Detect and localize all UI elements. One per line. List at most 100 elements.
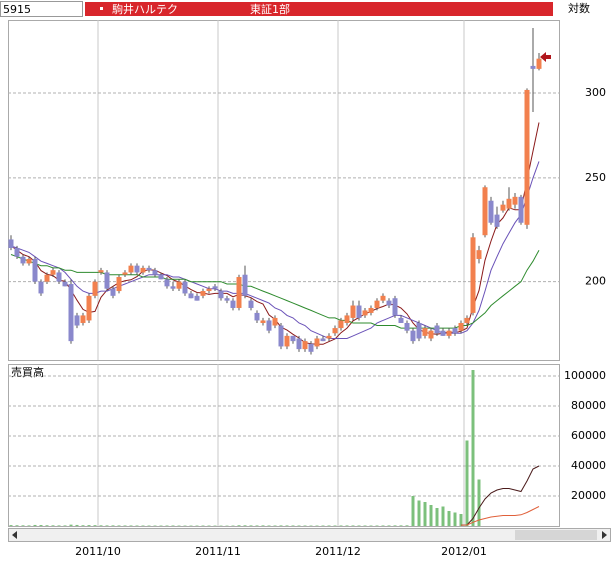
code-box bbox=[0, 1, 83, 17]
volume-bar bbox=[447, 511, 451, 526]
volume-bar bbox=[333, 525, 337, 526]
candle-body bbox=[392, 298, 398, 316]
stock-code: 5915 bbox=[3, 3, 31, 16]
y-tick-label: 20000 bbox=[571, 489, 606, 502]
volume-bar bbox=[285, 525, 289, 526]
volume-bar bbox=[279, 525, 283, 526]
candle-body bbox=[116, 277, 122, 292]
volume-bar bbox=[405, 525, 409, 526]
candle-body bbox=[494, 214, 500, 227]
volume-bar bbox=[57, 525, 61, 526]
candle-body bbox=[206, 288, 212, 292]
candle-body bbox=[524, 89, 530, 225]
candle-body bbox=[224, 298, 230, 301]
volume-bar bbox=[357, 525, 361, 526]
candle-body bbox=[110, 288, 116, 296]
volume-bar bbox=[21, 525, 25, 526]
scrollbar[interactable] bbox=[8, 528, 611, 542]
stock-name: 駒井ハルテク bbox=[112, 2, 178, 16]
y-tick-label: 200 bbox=[585, 275, 606, 288]
candle-body bbox=[152, 270, 158, 275]
candle-body bbox=[230, 300, 236, 308]
candle-body bbox=[470, 237, 476, 313]
moving-average-line bbox=[460, 506, 540, 526]
candle-body bbox=[182, 281, 188, 294]
candle-body bbox=[26, 258, 32, 264]
candle-body bbox=[68, 283, 74, 342]
bullet bbox=[100, 7, 103, 10]
volume-bar bbox=[75, 524, 79, 526]
candle-body bbox=[8, 239, 14, 249]
volume-bar bbox=[327, 525, 331, 526]
candle-body bbox=[176, 281, 182, 289]
candle-body bbox=[146, 267, 152, 271]
candle-body bbox=[458, 322, 464, 331]
candle-body bbox=[86, 295, 92, 321]
candle-body bbox=[254, 312, 260, 321]
candle-body bbox=[284, 335, 290, 347]
volume-bar bbox=[351, 525, 355, 526]
scroll-thumb[interactable] bbox=[515, 530, 597, 540]
candle-body bbox=[452, 328, 458, 334]
candle-body bbox=[302, 341, 308, 350]
candle-body bbox=[260, 320, 266, 323]
volume-bar bbox=[81, 525, 85, 526]
volume-bar bbox=[105, 525, 109, 526]
candle-body bbox=[488, 200, 494, 223]
candle-body bbox=[344, 315, 350, 323]
candle-body bbox=[422, 328, 428, 336]
candle-body bbox=[434, 325, 440, 334]
scale-label[interactable]: 対数 bbox=[568, 1, 590, 15]
candle-body bbox=[128, 265, 134, 273]
y-tick-label: 40000 bbox=[571, 459, 606, 472]
candle-body bbox=[440, 330, 446, 336]
scroll-right[interactable] bbox=[602, 531, 607, 539]
scroll-left[interactable] bbox=[12, 531, 17, 539]
candle-body bbox=[218, 291, 224, 299]
candle-body bbox=[326, 335, 332, 339]
candle-body bbox=[278, 325, 284, 347]
volume-bar bbox=[27, 525, 31, 526]
candle-body bbox=[92, 281, 98, 296]
x-tick-label: 2012/01 bbox=[441, 545, 487, 558]
candle-body bbox=[332, 328, 338, 334]
candle-body bbox=[14, 248, 20, 257]
candle-body bbox=[482, 187, 488, 236]
candle-body bbox=[410, 330, 416, 342]
candle-body bbox=[62, 281, 68, 287]
volume-bar bbox=[453, 512, 457, 526]
candle-body bbox=[158, 274, 164, 280]
candle-body bbox=[374, 300, 380, 308]
volume-pane bbox=[8, 364, 560, 527]
volume-bar bbox=[435, 508, 439, 526]
candle-body bbox=[320, 338, 326, 342]
volume-title: 売買高 bbox=[11, 365, 44, 379]
volume-bar bbox=[429, 505, 433, 526]
candle-body bbox=[32, 258, 38, 282]
candle-body bbox=[104, 272, 110, 289]
candle-body bbox=[188, 293, 194, 299]
volume-bar bbox=[291, 525, 295, 526]
candle-body bbox=[386, 300, 392, 306]
candle-body bbox=[350, 305, 356, 318]
volume-bar bbox=[39, 525, 43, 526]
volume-bar bbox=[375, 525, 379, 526]
volume-bar bbox=[249, 525, 253, 526]
candle-body bbox=[368, 307, 374, 313]
candle-body bbox=[170, 286, 176, 289]
candle-body bbox=[506, 198, 512, 209]
x-tick-label: 2011/11 bbox=[195, 545, 241, 558]
candle-body bbox=[446, 330, 452, 336]
candle-body bbox=[362, 310, 368, 316]
candle-body bbox=[236, 277, 242, 308]
volume-bar bbox=[45, 525, 49, 526]
candle-body bbox=[248, 300, 254, 308]
candle-body bbox=[164, 279, 170, 287]
volume-bar bbox=[129, 525, 133, 526]
volume-bar bbox=[297, 525, 301, 526]
price-pane bbox=[8, 20, 560, 361]
volume-bar bbox=[465, 440, 469, 526]
candle-body bbox=[290, 335, 296, 342]
volume-bar bbox=[51, 525, 55, 526]
